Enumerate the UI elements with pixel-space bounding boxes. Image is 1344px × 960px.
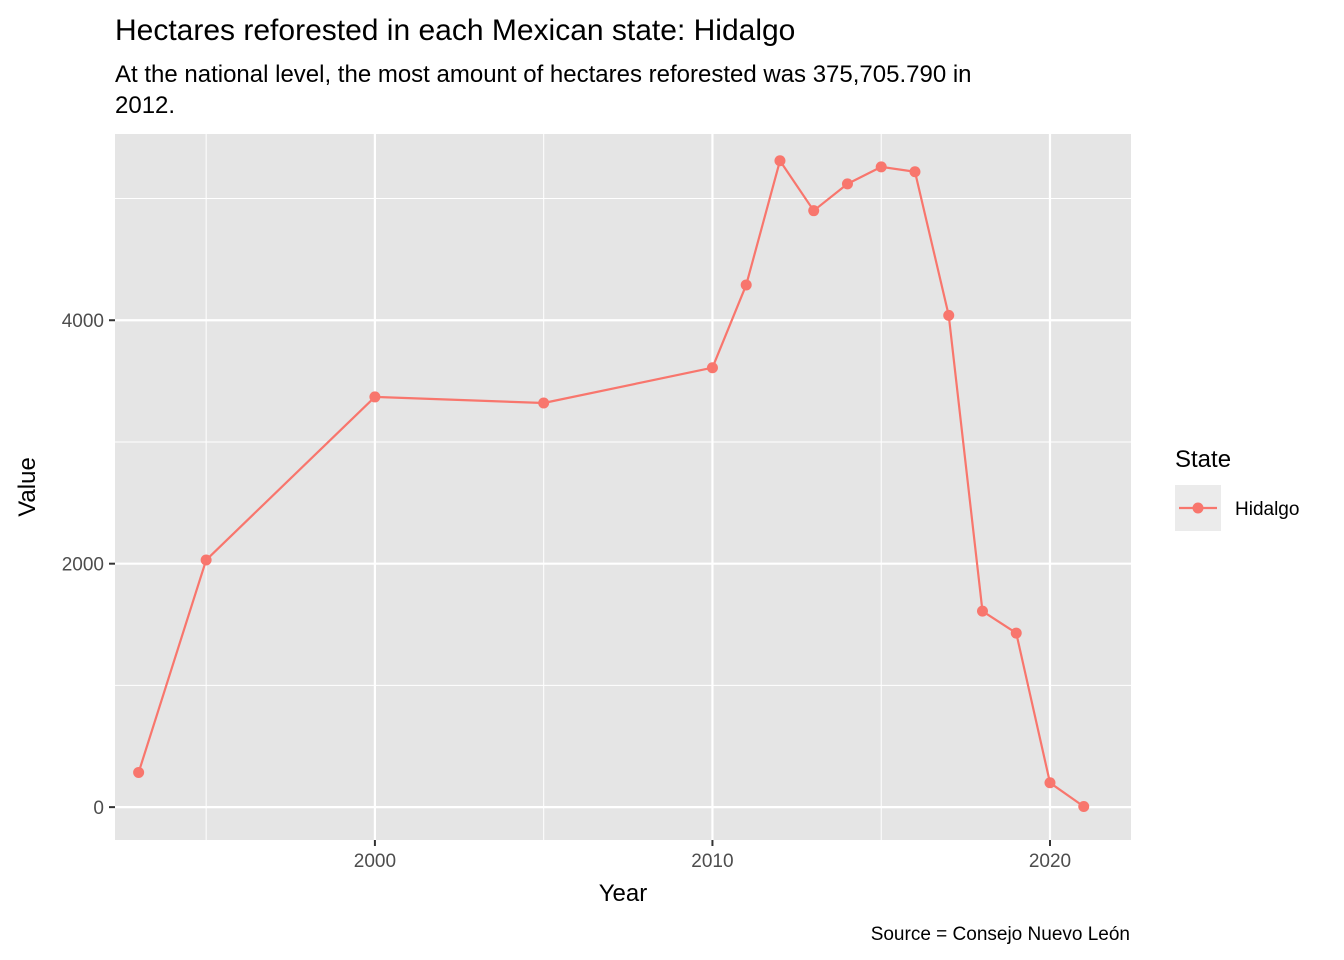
y-tick-label: 4000 <box>62 311 104 332</box>
data-point <box>1010 627 1022 639</box>
legend-label-hidalgo: Hidalgo <box>1235 499 1299 520</box>
chart-title: Hectares reforested in each Mexican stat… <box>115 14 795 47</box>
data-point <box>369 391 381 403</box>
data-point <box>1078 801 1090 813</box>
data-point <box>1044 777 1056 789</box>
chart-caption: Source = Consejo Nuevo León <box>871 924 1130 945</box>
x-axis: 2000 2010 2020 <box>354 840 1071 872</box>
data-point <box>841 178 853 190</box>
series-layer <box>133 155 1090 813</box>
y-axis-title: Value <box>14 457 41 517</box>
chart-subtitle-line-1: At the national level, the most amount o… <box>115 61 972 88</box>
legend-key-point <box>1192 502 1204 514</box>
x-axis-title: Year <box>599 880 648 907</box>
x-tick-label: 2010 <box>691 851 733 872</box>
legend-title: State <box>1175 446 1231 473</box>
series-line-hidalgo <box>137 159 1085 808</box>
legend: State Hidalgo <box>1175 446 1299 531</box>
major-gridlines <box>115 134 1131 840</box>
data-point <box>808 205 820 217</box>
data-point <box>200 554 212 566</box>
data-point <box>706 362 718 374</box>
data-point <box>740 279 752 291</box>
data-point <box>133 766 145 778</box>
y-axis: 0 2000 4000 <box>62 311 115 819</box>
x-tick-label: 2000 <box>354 851 396 872</box>
y-tick-label: 2000 <box>62 555 104 576</box>
data-point <box>909 166 921 178</box>
plot-panel <box>115 134 1131 840</box>
data-point <box>875 161 887 173</box>
minor-gridlines <box>115 134 1131 840</box>
data-point <box>976 605 988 617</box>
data-point <box>774 155 786 167</box>
y-tick-label: 0 <box>93 798 104 819</box>
data-point <box>538 397 550 409</box>
chart-subtitle-line-2: 2012. <box>115 92 175 119</box>
data-point <box>943 309 955 321</box>
x-tick-label: 2020 <box>1029 851 1071 872</box>
